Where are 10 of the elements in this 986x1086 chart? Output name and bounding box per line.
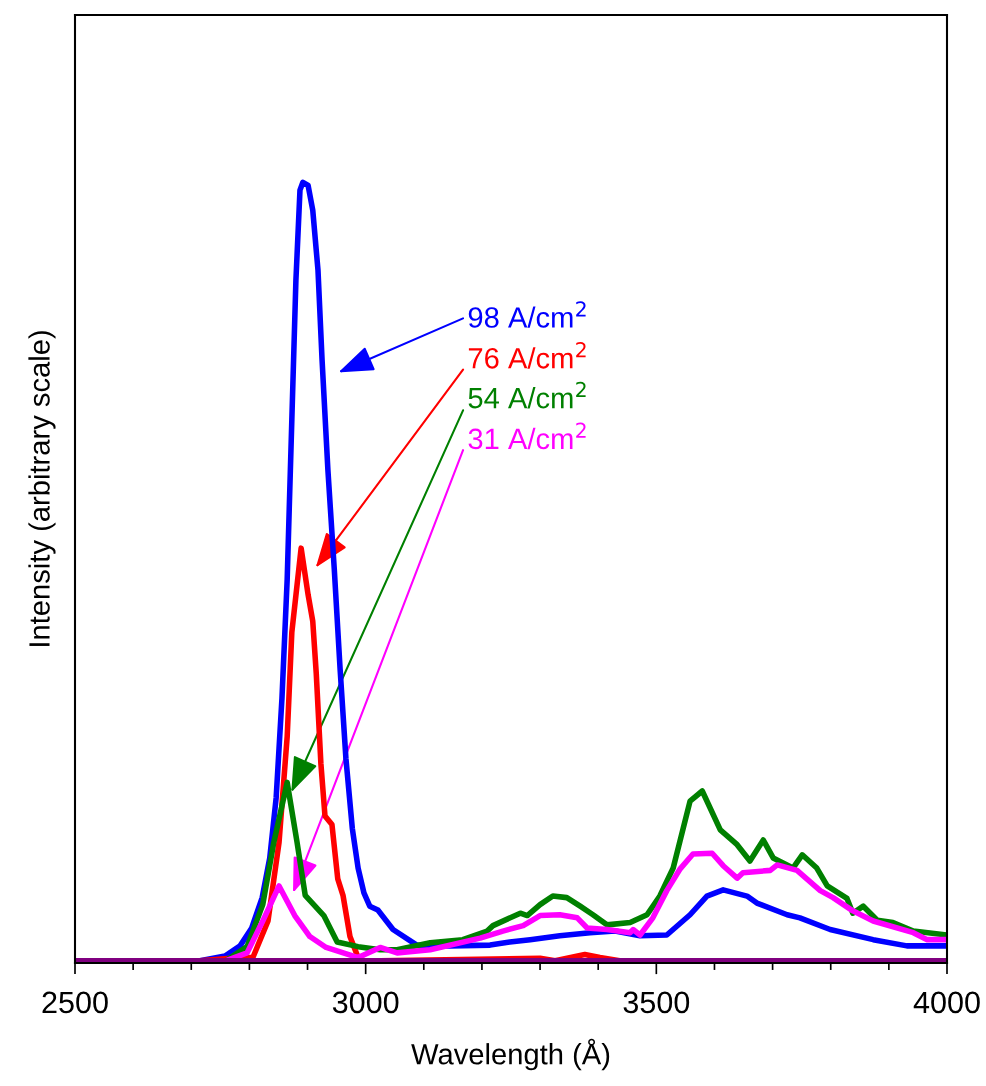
y-axis-title: Intensity (arbitrary scale) <box>28 331 56 646</box>
x-axis-title: Wavelength (Å) <box>411 1038 610 1071</box>
x-tick-label: 3000 <box>332 991 399 1014</box>
x-tick-label: 2500 <box>42 991 108 1014</box>
annotation: 31 A/cm$^{2}$ <box>468 422 586 450</box>
x-tick-label: 4000 <box>913 991 980 1014</box>
annotation: 98 A/cm$^{2}$ <box>468 301 586 328</box>
annotation: 76 A/cm$^{2}$ <box>468 342 586 369</box>
annotation: 54 A/cm$^{2}$ <box>468 381 586 409</box>
x-tick-label: 3500 <box>623 991 690 1014</box>
